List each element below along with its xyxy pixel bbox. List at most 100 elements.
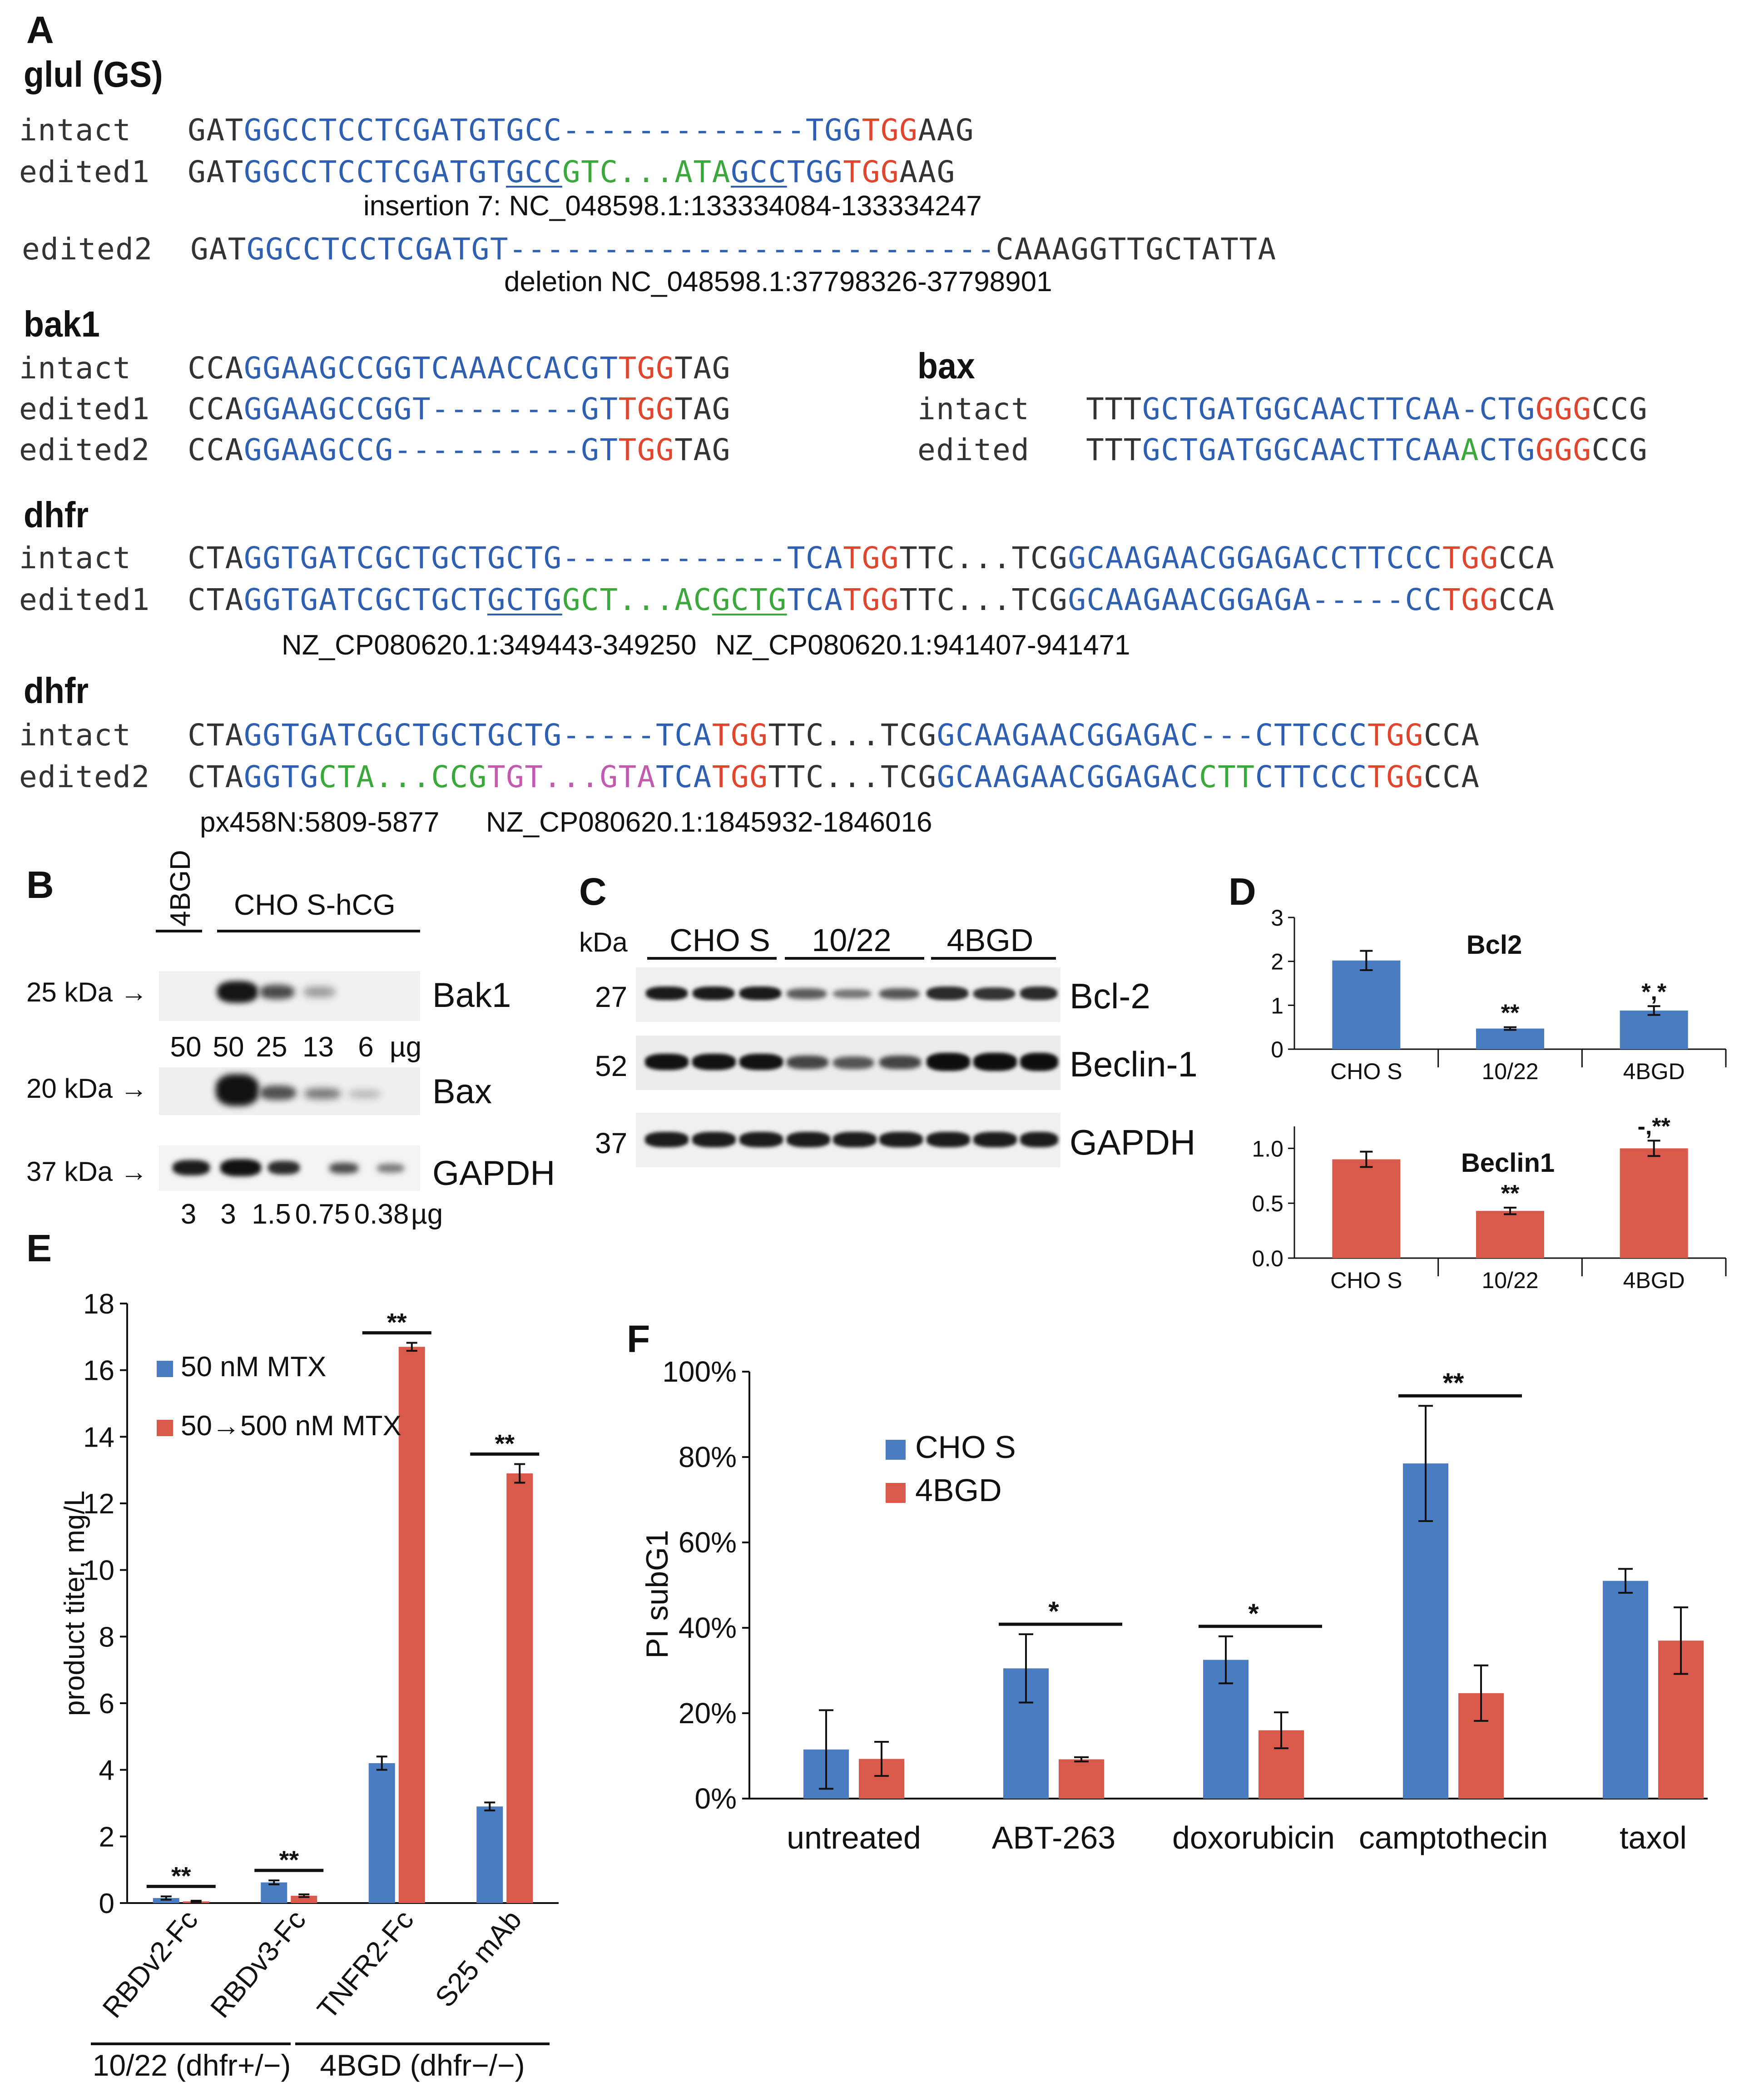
group-label: 4BGD (dhfr−/−) xyxy=(320,2048,525,2082)
load-value: 0.38 xyxy=(354,1199,409,1230)
seq-segment: GT xyxy=(581,432,619,467)
seq-segment: GCTGATGGCAACTTCAA xyxy=(1142,432,1461,467)
seq-segment: GCTGATGGCAACTTCAA xyxy=(1142,392,1461,426)
seq-segment: TGG xyxy=(805,113,862,148)
beclin1-chart: 0.0 0.5 1.0 CHO S ** 10/22 -,** 4BGD Beclin1 xyxy=(1252,1113,1727,1293)
bax-band xyxy=(304,1088,341,1099)
load-value: 13 xyxy=(302,1031,334,1063)
marker-27: 27 xyxy=(595,981,628,1013)
legend-swatch xyxy=(886,1483,906,1503)
seq-segment: GGCCTCCTCGATGT xyxy=(246,232,509,267)
seq-segment: CCA xyxy=(1423,718,1480,753)
glul-insertion-annotation: insertion 7: NC_048598.1:133334084-13333… xyxy=(363,190,982,222)
seq-row-label: edited2 xyxy=(22,232,191,267)
seq-segment: TGG xyxy=(618,432,675,467)
seq-segment: TTC...TCG xyxy=(899,540,1068,575)
seq-segment: GCAAGAACGGAGAC xyxy=(937,718,1199,753)
gapdh-band xyxy=(787,1132,830,1147)
bcl2-band xyxy=(787,988,827,999)
bak1-protein-label: Bak1 xyxy=(432,976,511,1015)
y-tick-label: 1.0 xyxy=(1252,1136,1283,1161)
seq-segment: ----- xyxy=(562,718,656,753)
gapdh-band xyxy=(927,1132,970,1147)
seq-segment: GGAAGCCGGTCAAACCACGT xyxy=(243,351,619,386)
gapdh-band xyxy=(173,1160,210,1175)
gapdh-band xyxy=(692,1132,736,1147)
y-tick-label: 2 xyxy=(1271,949,1283,975)
dhfr-edited2-annotation-2: NZ_CP080620.1:1845932-1846016 xyxy=(486,807,932,838)
seq-segment: GT xyxy=(581,392,619,426)
gapdh-protein-label-c: GAPDH xyxy=(1070,1122,1196,1162)
seq-segment: TGG xyxy=(843,582,900,617)
seq-segment: TGG xyxy=(1368,718,1424,753)
panel-d-label: D xyxy=(1229,870,1256,913)
seq-segment: TCA xyxy=(656,759,712,794)
beclin1-band xyxy=(692,1054,736,1070)
seq-segment: TCA xyxy=(656,718,712,753)
seq-segment: CCA xyxy=(1423,759,1480,794)
significance-label: ** xyxy=(495,1429,515,1457)
chart-title: Beclin1 xyxy=(1461,1148,1555,1178)
seq-segment: TGG xyxy=(1442,540,1499,575)
bar xyxy=(368,1763,395,1903)
bar xyxy=(1476,1211,1544,1258)
seq-segment: CCG xyxy=(1591,392,1648,426)
seq-segment: TTC...TCG xyxy=(768,718,937,753)
bar xyxy=(1603,1581,1648,1799)
y-tick-label: 0% xyxy=(695,1782,737,1815)
x-tick-label: 4BGD xyxy=(1623,1059,1685,1084)
y-tick-label: 2 xyxy=(99,1821,114,1853)
seq-segment: TGG xyxy=(1442,582,1499,617)
x-tick-label: untreated xyxy=(787,1820,921,1855)
beclin1-protein-label: Beclin-1 xyxy=(1070,1044,1198,1084)
seq-segment: TGG xyxy=(618,351,675,386)
dhfr-edited2-annotation-1: px458N:5809-5877 xyxy=(200,807,440,838)
load-value: 3 xyxy=(220,1199,236,1230)
beclin1-band xyxy=(645,1054,689,1070)
seq-segment: CTTCCC xyxy=(1255,759,1368,794)
beclin1-blot xyxy=(636,1036,1060,1090)
glul-edited2-seq: edited2 GATGGCCTCCTCGATGT---------------… xyxy=(22,232,1277,267)
y-tick-label: 40% xyxy=(679,1611,737,1644)
dhfr-edited1-annotation-2: NZ_CP080620.1:941407-941471 xyxy=(715,630,1130,661)
y-axis-title: PI subG1 xyxy=(640,1530,674,1659)
x-tick-label: 4BGD xyxy=(1623,1268,1685,1293)
seq-segment: ---------- xyxy=(393,432,581,467)
gapdh-band xyxy=(329,1163,358,1174)
seq-segment: GCAAGAACGGAGA xyxy=(1068,582,1312,617)
seq-segment: GCC xyxy=(730,154,787,189)
load-value: 50 xyxy=(170,1031,202,1063)
bcl2-band xyxy=(646,986,688,1000)
y-axis-title: product titer, mg/L xyxy=(59,1491,90,1716)
y-tick-label: 12 xyxy=(83,1488,114,1520)
bar xyxy=(398,1347,425,1903)
panel-a-label: A xyxy=(26,9,54,51)
seq-segment: ----- xyxy=(1311,582,1405,617)
seq-segment: TTC...TCG xyxy=(768,759,937,794)
seq-segment: TGG xyxy=(787,154,843,189)
y-tick-label: 14 xyxy=(83,1422,114,1453)
seq-segment: CTG xyxy=(1479,392,1536,426)
kda-label: kDa xyxy=(579,927,628,957)
x-tick-label: RBDv3-Fc xyxy=(204,1904,312,2024)
seq-segment: TGG xyxy=(862,113,918,148)
bcl2-blot xyxy=(636,967,1060,1022)
seq-row-label: edited xyxy=(917,432,1086,467)
bcl2-protein-label: Bcl-2 xyxy=(1070,976,1150,1016)
seq-segment: CTA xyxy=(188,759,244,794)
seq-segment: GGTGATCGCTGCT xyxy=(243,582,487,617)
y-tick-label: 10 xyxy=(83,1555,114,1586)
load-value: 25 xyxy=(256,1031,287,1063)
bar xyxy=(1620,1010,1688,1049)
seq-segment: -------- xyxy=(431,392,581,426)
bak1-edited2-seq: edited2 CCAGGAAGCCG----------GTTGGTAG xyxy=(19,432,731,467)
panel-b-label: B xyxy=(26,863,54,906)
panel-c-label: C xyxy=(579,870,607,913)
load-unit: µg xyxy=(389,1031,422,1063)
load-value: 3 xyxy=(180,1199,197,1230)
load-unit: µg xyxy=(411,1199,443,1230)
seq-row-label: edited1 xyxy=(19,392,188,426)
bax-band xyxy=(260,1086,296,1100)
subg1-chart: 0% 20% 40% 60% 80% 100% PI subG1 untreated * ABT-… xyxy=(640,1355,1708,1855)
